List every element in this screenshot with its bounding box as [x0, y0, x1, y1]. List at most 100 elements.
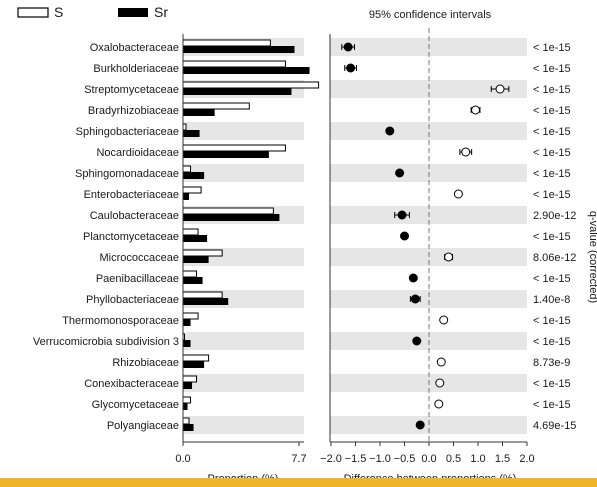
bar-s	[182, 375, 198, 383]
difference-point-filled	[385, 126, 395, 136]
q-value-label: 4.69e-15	[533, 420, 576, 432]
category-label: Verrucomicrobia subdivision 3	[33, 336, 179, 348]
bar-s	[182, 165, 192, 173]
difference-point-filled	[410, 294, 420, 304]
legend-label-sr: Sr	[154, 4, 168, 20]
legend-swatch-s	[17, 7, 49, 18]
bar-sr	[183, 277, 203, 284]
q-value-label: < 1e-15	[533, 126, 571, 138]
bar-sr	[183, 256, 209, 263]
q-value-label: < 1e-15	[533, 63, 571, 75]
row-band	[330, 290, 527, 308]
q-value-label: < 1e-15	[533, 378, 571, 390]
proportion-tick-label: 0.0	[175, 453, 190, 465]
difference-point-filled	[412, 336, 422, 346]
bar-sr	[183, 88, 292, 95]
q-value-label: < 1e-15	[533, 147, 571, 159]
q-value-label: < 1e-15	[533, 105, 571, 117]
bar-s	[182, 249, 223, 257]
ci-panel-title: 95% confidence intervals	[369, 9, 492, 21]
row-band	[183, 122, 304, 140]
bar-sr	[183, 172, 205, 179]
q-value-label: < 1e-15	[533, 168, 571, 180]
q-value-label: < 1e-15	[533, 273, 571, 285]
q-value-label: < 1e-15	[533, 231, 571, 243]
bar-sr	[183, 298, 229, 305]
bar-s	[182, 312, 199, 320]
difference-tick-label: −1.0	[369, 453, 391, 465]
q-value-labels: < 1e-15 < 1e-15 < 1e-15 < 1e-15 < 1e-15 < 1e-…	[533, 42, 576, 432]
difference-point-open	[461, 147, 471, 157]
difference-point-open	[471, 105, 481, 115]
proportion-bars	[182, 39, 320, 431]
bar-sr	[183, 130, 200, 137]
category-label: Burkholderiaceae	[93, 63, 179, 75]
difference-point-filled	[415, 420, 425, 430]
bar-s	[182, 291, 223, 299]
category-label: Micrococcaceae	[100, 252, 179, 264]
difference-point-open	[453, 189, 463, 199]
bar-sr	[183, 235, 208, 242]
bar-s	[182, 102, 250, 110]
legend-swatch-sr	[118, 8, 148, 17]
category-label: Caulobacteraceae	[90, 210, 179, 222]
bar-s	[182, 417, 190, 425]
bar-s	[182, 60, 286, 68]
difference-tick-label: 1.5	[495, 453, 510, 465]
category-label: Rhizobiaceae	[112, 357, 179, 369]
category-label: Enterobacteriaceae	[84, 189, 179, 201]
bar-s	[182, 207, 274, 215]
bar-sr	[183, 340, 191, 347]
category-label: Sphingomonadaceae	[75, 168, 179, 180]
row-band	[183, 374, 304, 392]
bar-sr	[183, 403, 188, 410]
row-band	[183, 416, 304, 434]
bar-sr	[183, 214, 280, 221]
row-band	[183, 332, 304, 350]
category-label: Thermomonosporaceae	[62, 315, 179, 327]
category-label: Phyllobacteriaceae	[86, 294, 179, 306]
q-value-label: < 1e-15	[533, 42, 571, 54]
category-label: Planctomycetaceae	[83, 231, 179, 243]
legend: S Sr	[17, 4, 168, 20]
difference-point-open	[435, 378, 445, 388]
difference-point-filled	[400, 231, 409, 241]
difference-point-open	[444, 252, 454, 262]
bar-s	[182, 354, 210, 362]
legend-label-s: S	[54, 4, 63, 20]
category-labels: Oxalobacteraceae Burkholderiaceae Streptom…	[33, 42, 179, 432]
category-label: Bradyrhizobiaceae	[88, 105, 179, 117]
difference-point-filled	[408, 273, 418, 283]
difference-tick-label: −0.5	[394, 453, 416, 465]
difference-point-filled	[395, 168, 405, 178]
difference-tick-label: 2.0	[519, 453, 534, 465]
bar-sr	[183, 361, 205, 368]
difference-point-filled	[346, 63, 356, 73]
bar-s	[182, 39, 271, 47]
difference-point-open	[436, 357, 446, 367]
difference-tick-label: 1.0	[470, 453, 485, 465]
q-value-axis-title: q-value (corrected)	[587, 211, 597, 303]
difference-point-filled	[343, 42, 353, 52]
category-label: Glycomycetaceae	[92, 399, 179, 411]
bar-sr	[183, 193, 190, 200]
difference-tick-label: −2.0	[320, 453, 342, 465]
bottom-accent-bar	[0, 478, 597, 487]
difference-markers	[341, 42, 510, 430]
difference-tick-label: 0.0	[421, 453, 436, 465]
bar-s	[182, 228, 199, 236]
q-value-label: < 1e-15	[533, 315, 571, 327]
difference-tick-label: 0.5	[446, 453, 461, 465]
bar-sr	[183, 424, 194, 431]
bar-sr	[183, 67, 310, 74]
q-value-label: < 1e-15	[533, 84, 571, 96]
q-value-label: 1.40e-8	[533, 294, 570, 306]
difference-point-open	[439, 315, 449, 325]
proportion-tick-label: 7.7	[291, 453, 306, 465]
bar-s	[182, 270, 198, 278]
row-band	[183, 164, 304, 182]
difference-point-filled	[397, 210, 407, 220]
bar-sr	[183, 382, 193, 389]
q-value-label: 2.90e-12	[533, 210, 576, 222]
